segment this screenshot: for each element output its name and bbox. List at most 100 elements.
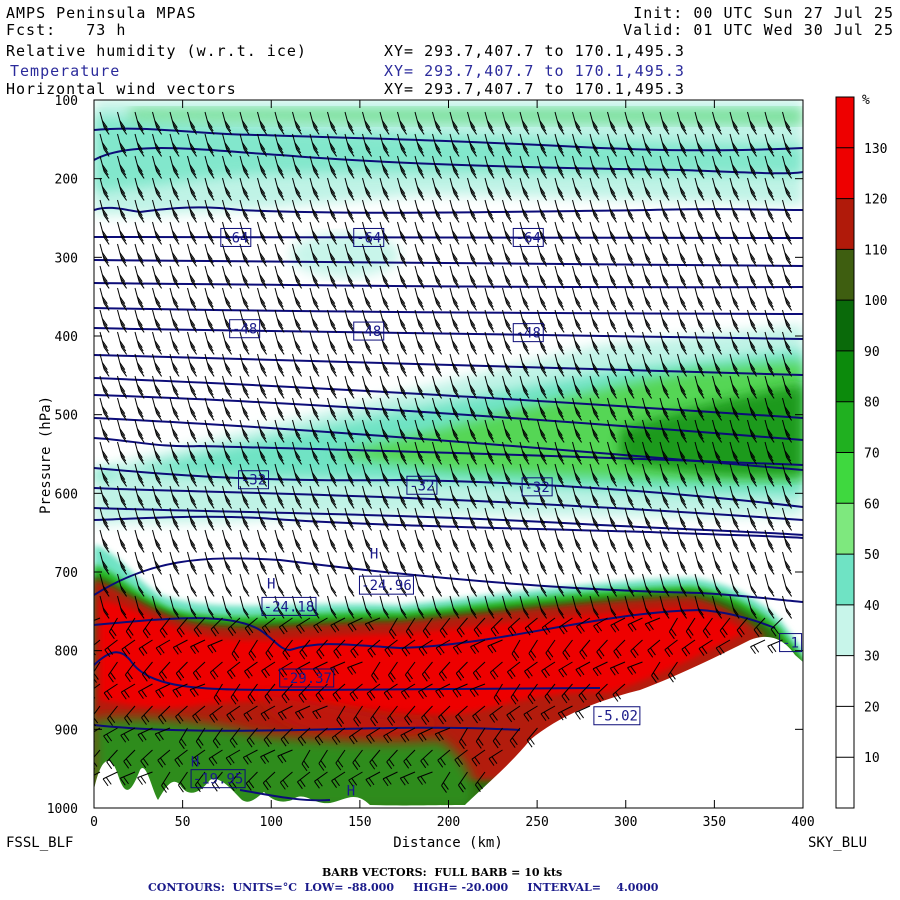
wind-barb [362,441,373,465]
wind-barb [467,441,478,465]
wind-barb [239,375,250,399]
wind-barb [432,595,443,619]
wind-barb [712,419,723,443]
wind-barb [189,683,206,698]
wind-barb [782,287,793,311]
wind-barb [624,485,635,509]
wind-barb [554,551,565,575]
wind-barb [572,551,583,575]
wind-barb [362,353,373,377]
wind-barb [120,683,136,700]
wind-barb [117,375,128,399]
wind-barb [432,353,443,377]
wind-barb [624,507,635,531]
wind-barb [172,639,188,655]
wind-barb [449,287,460,311]
wind-barb [204,309,215,333]
wind-barb [120,727,136,743]
wind-barb [244,661,258,679]
wind-barb [659,177,670,201]
wind-barb [541,661,556,679]
wind-barb [764,375,775,399]
wind-barb [309,221,320,245]
wind-barb [226,661,241,680]
wind-barb [554,595,565,619]
wind-barb [685,617,696,639]
wind-barb [537,507,548,531]
wind-barb [527,683,538,705]
wind-barb [353,705,363,727]
wind-barb [437,749,451,768]
colorbar-segment [836,249,854,301]
wind-barb [562,639,573,660]
wind-barb [222,551,233,575]
wind-barb [449,485,460,509]
wind-barb [747,529,758,553]
wind-barb [589,177,600,201]
wind-barb [292,243,303,267]
field-wind-label: Horizontal wind vectors [6,80,237,98]
wind-barb [659,111,670,135]
wind-barb [117,463,128,487]
wind-barb [677,331,688,355]
wind-barb [292,265,303,289]
wind-barb [747,551,758,575]
wind-barb [157,749,171,768]
wind-barb [467,133,478,157]
wind-barb [607,177,618,201]
wind-barb [624,331,635,355]
wind-barb [107,705,118,726]
wind-barb [159,617,171,638]
colorbar-segment [836,655,854,707]
wind-barb [414,287,425,311]
wind-barb [589,419,600,443]
wind-barb [309,199,320,223]
wind-barb [589,111,600,135]
wind-barb [537,397,548,421]
wind-barb [642,397,653,421]
endpoint-right: SKY_BLU [808,835,867,851]
wind-barb [140,749,153,769]
contour-line [94,377,803,419]
wind-barb [467,177,478,201]
temp-label-box [512,323,544,343]
wind-barb [554,133,565,157]
wind-barb [659,221,670,245]
wind-barb [292,353,303,377]
wind-barb [274,309,285,333]
wind-barb [729,441,740,465]
wind-barb [414,331,425,355]
colorbar-label: 70 [864,447,880,462]
wind-barb [519,507,530,531]
wind-barb [487,639,503,654]
wind-barb [642,177,653,201]
field-rh-label: Relative humidity (w.r.t. ice) [6,42,307,60]
wind-barb [117,199,128,223]
wind-barb [659,265,670,289]
wind-barb [369,749,381,770]
wind-barb [397,353,408,377]
wind-barb [99,485,110,509]
wind-barb [414,397,425,421]
wind-barb [782,397,793,421]
wind-barb [764,397,775,421]
wind-barb [764,331,775,355]
wind-barb [222,177,233,201]
wind-barb [344,551,355,575]
rh-low-green-patch [94,718,474,808]
wind-barb [414,419,425,443]
wind-barb [589,485,600,509]
wind-barb [747,573,758,597]
wind-barb [694,133,705,157]
colorbar-label: 120 [864,193,887,208]
wind-barb [169,199,180,223]
wind-barb [519,419,530,443]
wind-barb [651,661,661,683]
wind-barb [484,199,495,223]
rh-low-red-patch [260,690,440,738]
wind-barb [204,243,215,267]
wind-barb [397,309,408,333]
wind-barb [484,243,495,267]
wind-barb [404,705,416,726]
wind-barb [292,199,303,223]
